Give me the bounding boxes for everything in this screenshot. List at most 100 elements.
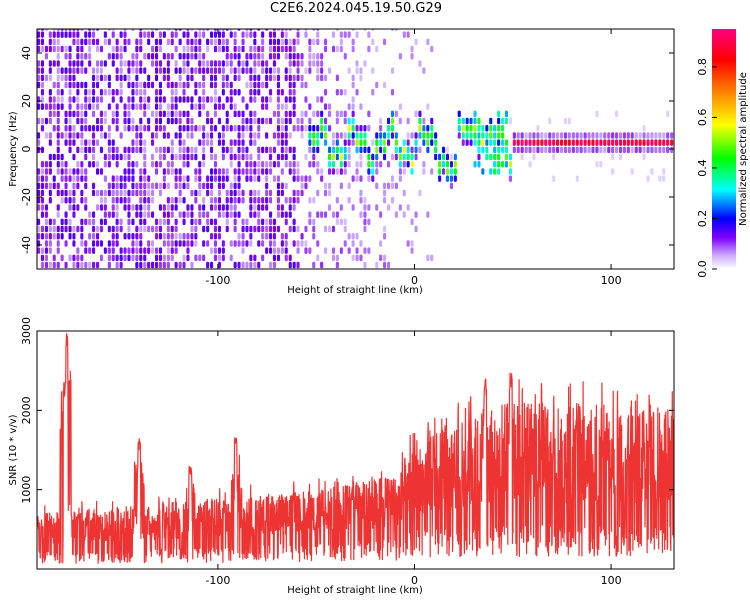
heatmap-cell (241, 261, 245, 269)
heatmap-cell (418, 146, 422, 154)
heatmap-cell (210, 38, 214, 46)
heatmap-cell (292, 197, 296, 204)
heatmap-cell (280, 240, 284, 247)
heatmap-cell (206, 218, 210, 226)
heatmap-cell (453, 168, 457, 175)
heatmap-cell (245, 153, 249, 161)
heatmap-cell (52, 218, 56, 226)
heatmap-cell (186, 153, 190, 161)
heatmap-cell (103, 247, 107, 254)
heatmap-cell (217, 38, 221, 46)
heatmap-cell (182, 53, 186, 60)
heatmap-cell (80, 60, 84, 67)
heatmap-cell (52, 175, 56, 182)
heatmap-cell (80, 139, 84, 146)
heatmap-cell (174, 29, 178, 31)
heatmap-cell (99, 254, 103, 262)
heatmap-cell (115, 110, 119, 118)
heatmap-cell (68, 168, 72, 175)
heatmap-cell (107, 53, 111, 60)
heatmap-cell (76, 31, 80, 38)
heatmap-cell (245, 53, 249, 60)
heatmap-cell (72, 182, 76, 190)
heatmap-cell (143, 161, 147, 168)
heatmap-cell (552, 175, 556, 182)
heatmap-cell (229, 125, 233, 132)
heatmap-cell (166, 53, 170, 60)
heatmap-cell (406, 117, 410, 125)
heatmap-cell (135, 45, 139, 53)
heatmap-cell (402, 189, 406, 197)
heatmap-cell (292, 218, 296, 226)
heatmap-cell (599, 161, 603, 168)
heatmap-cell (72, 225, 76, 233)
heatmap-cell (489, 168, 493, 175)
heatmap-cell (111, 211, 115, 218)
heatmap-cell (119, 60, 123, 67)
heatmap-cell (367, 125, 371, 132)
heatmap-cell (206, 225, 210, 233)
heatmap-cell (308, 197, 312, 204)
heatmap-cell (186, 31, 190, 38)
heatmap-cell (92, 225, 96, 233)
heatmap-cell (379, 132, 383, 139)
heatmap-cell (654, 146, 658, 154)
heatmap-cell (434, 146, 438, 154)
heatmap-cell (107, 254, 111, 262)
heatmap-cell (249, 74, 253, 82)
heatmap-cell (272, 225, 276, 233)
heatmap-cell (115, 103, 119, 110)
heatmap-cell (292, 240, 296, 247)
heatmap-cell (52, 45, 56, 53)
heatmap-cell (347, 139, 351, 146)
heatmap-cell (139, 31, 143, 38)
heatmap-cell (481, 139, 485, 146)
heatmap-cell (375, 261, 379, 269)
heatmap-cell (229, 31, 233, 38)
heatmap-cell (359, 175, 363, 182)
heatmap-cell (119, 254, 123, 262)
heatmap-cell (371, 139, 375, 146)
heatmap-cell (312, 261, 316, 269)
heatmap-cell (210, 67, 214, 74)
heatmap-cell (335, 45, 339, 53)
heatmap-cell (139, 261, 143, 269)
heatmap-cell (40, 161, 44, 168)
heatmap-cell (151, 110, 155, 118)
heatmap-cell (261, 233, 265, 240)
heatmap-cell (194, 168, 198, 175)
heatmap-cell (241, 110, 245, 118)
x-tick-label: 0 (411, 574, 418, 587)
heatmap-cell (72, 153, 76, 161)
heatmap-cell (190, 218, 194, 226)
heatmap-cell (556, 146, 560, 154)
heatmap-cell (37, 31, 41, 38)
heatmap-cell (44, 53, 48, 60)
heatmap-cell (190, 67, 194, 74)
heatmap-cell (37, 38, 41, 46)
heatmap-cell (650, 139, 654, 146)
heatmap-cell (40, 146, 44, 154)
heatmap-cell (40, 261, 44, 269)
heatmap-cell (272, 146, 276, 154)
heatmap-cell (190, 53, 194, 60)
heatmap-cell (80, 261, 84, 269)
heatmap-cell (202, 240, 206, 247)
heatmap-cell (383, 254, 387, 262)
x-tick-label: 0 (411, 274, 418, 287)
heatmap-cell (178, 110, 182, 118)
heatmap-cell (320, 67, 324, 74)
heatmap-cell (304, 153, 308, 161)
heatmap-cell (206, 182, 210, 190)
heatmap-cell (237, 182, 241, 190)
heatmap-cell (280, 103, 284, 110)
heatmap-cell (284, 117, 288, 125)
heatmap-cell (284, 74, 288, 82)
heatmap-cell (119, 45, 123, 53)
heatmap-cell (213, 233, 217, 240)
heatmap-cell (170, 247, 174, 254)
heatmap-cell (107, 225, 111, 233)
heatmap-cell (272, 29, 276, 31)
heatmap-cell (76, 168, 80, 175)
heatmap-cell (76, 117, 80, 125)
